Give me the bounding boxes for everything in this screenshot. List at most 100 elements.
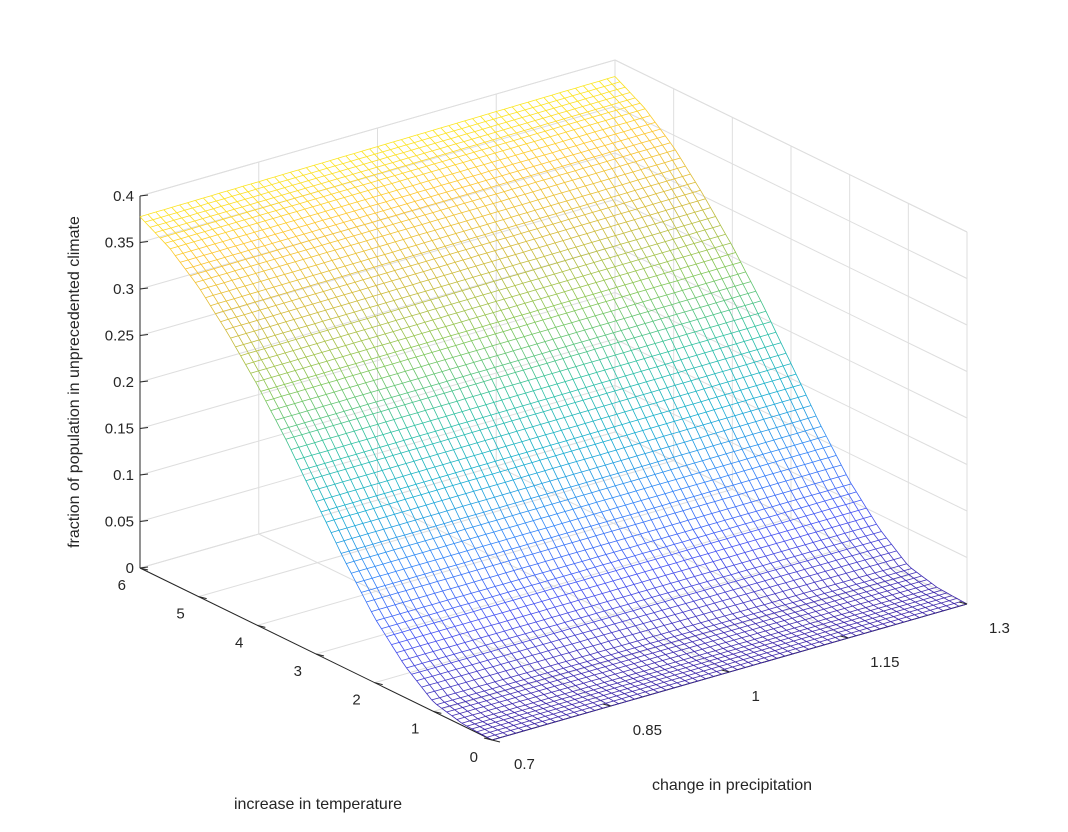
mesh-line bbox=[705, 676, 714, 680]
mesh-line bbox=[583, 83, 592, 87]
mesh-line bbox=[238, 306, 245, 315]
mesh-line bbox=[598, 188, 607, 193]
mesh-line bbox=[676, 311, 685, 315]
mesh-line bbox=[641, 140, 650, 144]
mesh-line bbox=[514, 534, 523, 538]
mesh-line bbox=[463, 340, 472, 344]
mesh-line bbox=[180, 238, 187, 245]
mesh-line bbox=[556, 622, 565, 626]
mesh-line bbox=[652, 318, 661, 322]
mesh-line bbox=[425, 502, 435, 506]
mesh-line bbox=[665, 572, 674, 576]
mesh-line bbox=[485, 203, 494, 207]
mesh-line bbox=[668, 645, 677, 649]
mesh-line bbox=[525, 702, 534, 706]
mesh-line bbox=[408, 244, 417, 248]
mesh-line bbox=[254, 328, 263, 332]
mesh-line bbox=[267, 210, 277, 214]
mesh-line bbox=[154, 232, 161, 239]
mesh-line bbox=[404, 650, 410, 659]
mesh-line bbox=[385, 198, 395, 203]
mesh-line bbox=[433, 648, 442, 652]
mesh-line bbox=[500, 134, 509, 138]
mesh-line bbox=[524, 220, 533, 224]
mesh-line bbox=[485, 531, 494, 535]
mesh-line bbox=[806, 638, 815, 642]
mesh-line bbox=[528, 377, 537, 381]
mesh-line bbox=[500, 433, 510, 437]
mesh-line bbox=[320, 509, 330, 513]
mesh-line bbox=[245, 361, 254, 365]
mesh-line bbox=[404, 534, 410, 546]
mesh-line bbox=[363, 487, 369, 499]
mesh-line bbox=[344, 292, 353, 296]
mesh-line bbox=[637, 417, 646, 421]
mesh-line bbox=[306, 164, 315, 168]
mesh-line bbox=[613, 115, 622, 119]
mesh-line bbox=[239, 211, 248, 215]
mesh-line bbox=[318, 394, 327, 398]
mesh-line bbox=[437, 679, 446, 683]
mesh-line bbox=[867, 548, 876, 552]
mesh-line bbox=[587, 443, 596, 447]
mesh-line bbox=[192, 266, 199, 274]
mesh-line bbox=[566, 699, 575, 703]
mesh-line bbox=[860, 601, 869, 605]
mesh-line bbox=[429, 248, 438, 252]
mesh-line bbox=[853, 499, 862, 503]
mesh-line bbox=[678, 578, 687, 582]
mesh-line bbox=[433, 286, 442, 290]
mesh-line bbox=[415, 354, 425, 358]
mesh-line bbox=[850, 593, 859, 597]
mesh-line bbox=[283, 415, 292, 419]
mesh-line bbox=[270, 202, 280, 206]
mesh-line bbox=[692, 401, 702, 405]
mesh-line bbox=[672, 268, 681, 272]
mesh-line bbox=[722, 242, 731, 246]
mesh-line bbox=[249, 222, 258, 226]
mesh-line bbox=[791, 562, 800, 566]
mesh-line bbox=[152, 217, 162, 221]
mesh-line bbox=[459, 516, 468, 520]
mesh-line bbox=[267, 233, 276, 237]
mesh-line bbox=[776, 620, 785, 624]
mesh-line bbox=[662, 657, 671, 661]
mesh-line bbox=[694, 209, 703, 213]
mesh-line bbox=[258, 368, 267, 372]
mesh-line bbox=[248, 250, 254, 258]
mesh-line bbox=[185, 241, 195, 245]
mesh-line bbox=[412, 619, 419, 628]
mesh-line bbox=[736, 470, 745, 474]
mesh-line bbox=[452, 677, 459, 685]
mesh-line bbox=[168, 212, 177, 216]
mesh-line bbox=[554, 394, 563, 398]
mesh-line bbox=[807, 626, 816, 629]
mesh-line bbox=[520, 380, 529, 384]
mesh-line bbox=[651, 517, 660, 521]
mesh-line bbox=[384, 363, 393, 367]
mesh-line bbox=[825, 568, 834, 572]
mesh-line bbox=[730, 494, 739, 498]
mesh-line bbox=[426, 142, 436, 146]
mesh-line bbox=[186, 220, 195, 224]
mesh-line bbox=[549, 159, 558, 163]
mesh-line bbox=[841, 611, 850, 615]
mesh-line bbox=[532, 702, 539, 707]
mesh-line bbox=[195, 200, 201, 206]
mesh-line bbox=[645, 540, 654, 544]
mesh-line bbox=[754, 565, 763, 569]
mesh-line bbox=[401, 544, 410, 548]
mesh-line bbox=[792, 420, 801, 424]
mesh-line bbox=[746, 361, 755, 365]
mesh-line bbox=[497, 672, 504, 680]
mesh-line bbox=[816, 644, 825, 648]
mesh-line bbox=[304, 303, 313, 307]
mesh-line bbox=[499, 735, 508, 739]
mesh-line bbox=[242, 183, 251, 187]
mesh-line bbox=[318, 486, 327, 490]
mesh-line bbox=[278, 405, 287, 409]
mesh-line bbox=[436, 701, 445, 705]
mesh-line bbox=[204, 228, 213, 232]
mesh-line bbox=[668, 562, 677, 566]
mesh-line bbox=[276, 355, 283, 365]
